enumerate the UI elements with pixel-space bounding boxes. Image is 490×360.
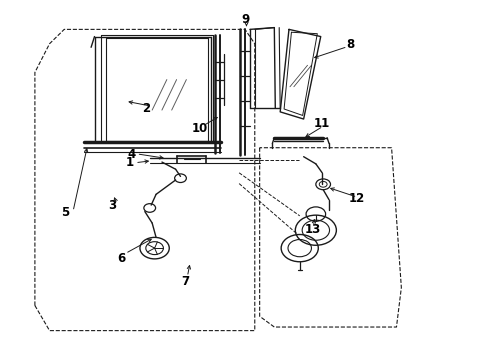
Text: 2: 2	[142, 102, 150, 115]
Text: 1: 1	[126, 156, 134, 169]
Text: 4: 4	[127, 148, 136, 161]
Text: 3: 3	[108, 199, 116, 212]
Text: 7: 7	[181, 275, 190, 288]
Text: 13: 13	[304, 223, 320, 236]
Text: 5: 5	[61, 206, 69, 219]
Text: 10: 10	[192, 122, 208, 135]
Text: 6: 6	[118, 252, 126, 265]
Text: 9: 9	[241, 13, 249, 26]
Text: 12: 12	[348, 192, 365, 205]
Text: 8: 8	[346, 38, 354, 51]
Text: 11: 11	[314, 117, 330, 130]
